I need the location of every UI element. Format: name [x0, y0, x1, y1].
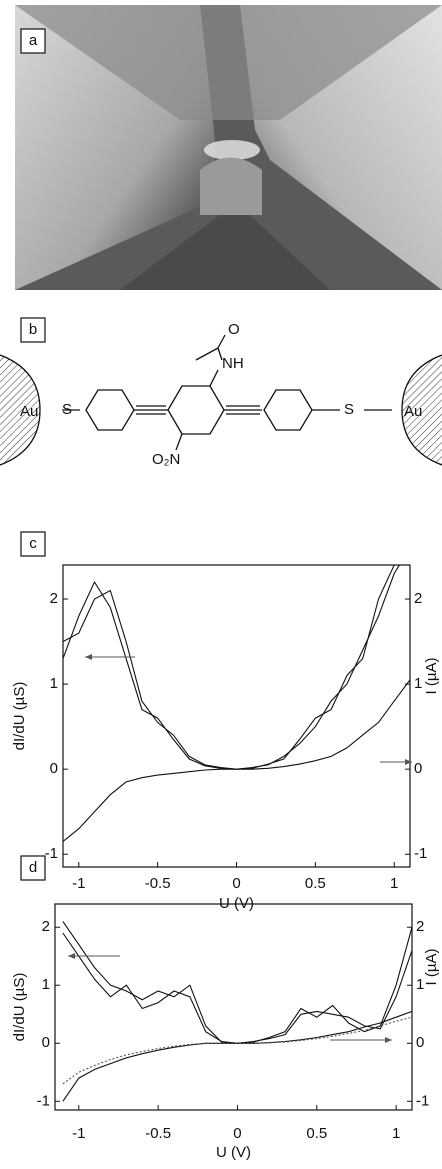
- x-tick-label: -0.5: [145, 875, 171, 892]
- atom-label: O₂N: [152, 451, 180, 468]
- x-tick-label: -1: [72, 875, 85, 892]
- panel-label: a: [29, 32, 38, 49]
- data-line: [62, 932, 412, 1044]
- y2-tick-label: -1: [416, 1092, 429, 1109]
- label-box: [20, 28, 46, 54]
- sem-image: [15, 5, 442, 290]
- arrow-head: [68, 953, 75, 959]
- data-line: [63, 679, 410, 842]
- plot-frame: [54, 903, 413, 1111]
- y-tick-label: 1: [42, 976, 50, 993]
- y2-tick-label: 0: [416, 1034, 424, 1051]
- y-tick-label: -1: [45, 845, 58, 862]
- data-line: [63, 565, 401, 770]
- y-tick-label: 0: [50, 760, 58, 777]
- plot-area: [63, 565, 410, 842]
- arrow-head: [85, 654, 92, 660]
- x-tick-label: 1: [392, 1125, 400, 1142]
- x-tick-label: 0.5: [305, 875, 326, 892]
- arrow-head: [385, 1037, 392, 1043]
- atom-label: O: [228, 321, 240, 338]
- y2-tick-label: 1: [416, 976, 424, 993]
- y2-tick-label: 0: [414, 760, 422, 777]
- atom-label: Au: [20, 403, 38, 420]
- x-tick-label: 0: [233, 1125, 241, 1142]
- y-tick-label: -1: [37, 1092, 50, 1109]
- y-axis-title: dI/dU (µS): [11, 682, 28, 751]
- y-tick-label: 2: [42, 918, 50, 935]
- x-tick-label: 1: [390, 875, 398, 892]
- data-line: [62, 1016, 412, 1085]
- x-tick-label: 0: [232, 875, 240, 892]
- y-tick-label: 1: [50, 675, 58, 692]
- y2-tick-label: 1: [414, 675, 422, 692]
- label-box: [20, 855, 46, 881]
- label-box: [20, 531, 46, 557]
- atom-label: Au: [404, 403, 422, 420]
- y2-axis-title: I (µA): [423, 658, 440, 695]
- atom-label: S: [344, 401, 354, 418]
- y-tick-label: 2: [50, 590, 58, 607]
- plot-frame: [62, 564, 411, 868]
- panel-label: c: [29, 535, 37, 552]
- label-box: [20, 317, 46, 343]
- x-tick-label: -0.5: [145, 1125, 171, 1142]
- molecule: [0, 334, 442, 466]
- y-tick-label: 0: [42, 1034, 50, 1051]
- y2-tick-label: 2: [416, 918, 424, 935]
- x-tick-label: 0.5: [306, 1125, 327, 1142]
- data-line: [62, 1010, 412, 1102]
- y-axis-title: dI/dU (µS): [11, 973, 28, 1042]
- arrow-head: [405, 759, 412, 765]
- data-line: [63, 565, 395, 770]
- x-axis-title: U (V): [216, 1144, 251, 1161]
- atom-label: NH: [222, 355, 244, 372]
- plot-area: [62, 921, 412, 1102]
- atom-label: S: [62, 401, 72, 418]
- x-tick-label: -1: [72, 1125, 85, 1142]
- y2-axis-title: I (µA): [423, 949, 440, 986]
- panel-label: d: [29, 859, 37, 876]
- y2-tick-label: -1: [414, 845, 427, 862]
- y2-tick-label: 2: [414, 590, 422, 607]
- panel-label: b: [29, 321, 37, 338]
- data-line: [62, 921, 412, 1044]
